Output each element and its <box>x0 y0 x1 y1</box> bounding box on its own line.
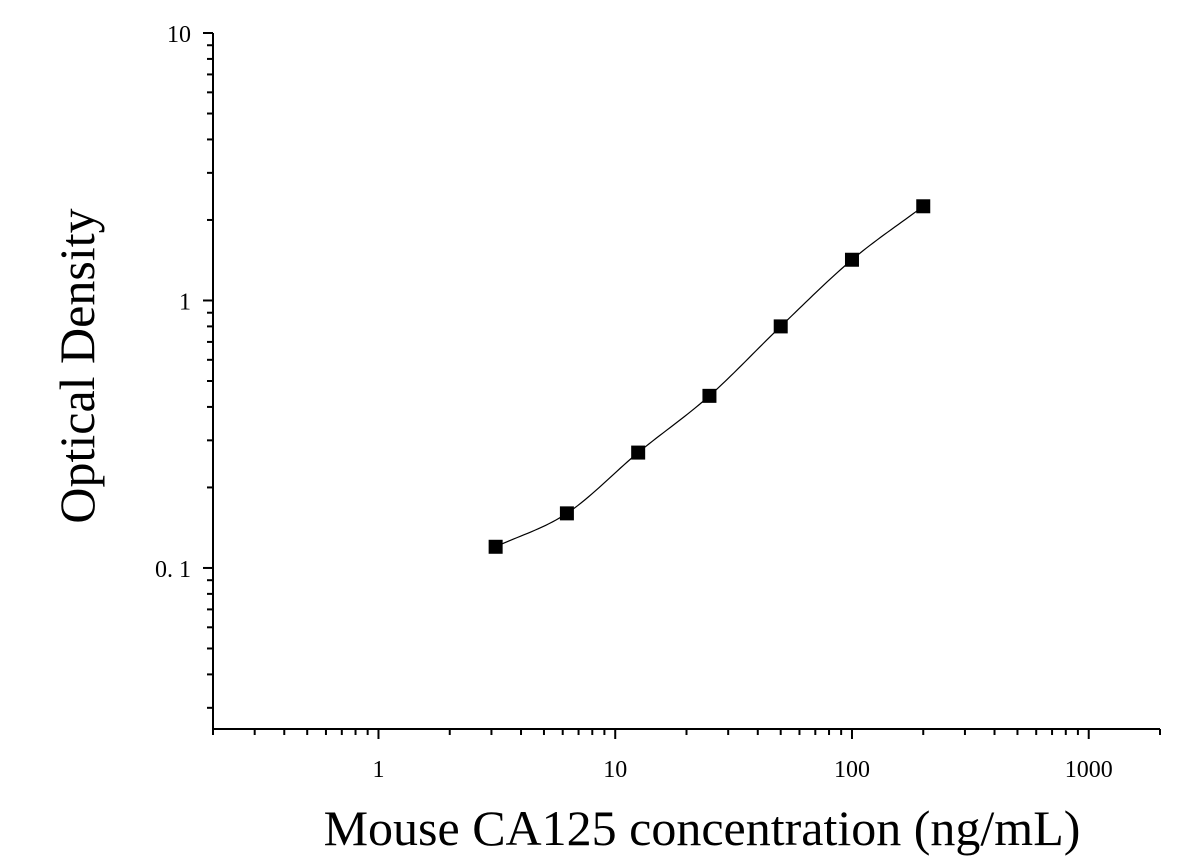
data-point <box>773 319 788 334</box>
data-point <box>559 506 574 521</box>
fit-curve <box>495 205 924 548</box>
data-point <box>702 388 717 403</box>
data-point <box>844 252 859 267</box>
x-tick-label: 1000 <box>1065 757 1113 783</box>
x-tick-label: 100 <box>834 757 870 783</box>
y-axis-title: Optical Density <box>49 208 105 523</box>
axes: 1 10 100 1000 0. 1 1 10 <box>155 22 1161 783</box>
y-tick-label: 10 <box>167 22 191 48</box>
x-tick-label: 1 <box>372 757 384 783</box>
data-point <box>916 199 931 214</box>
fit-curve-layer <box>495 205 924 548</box>
data-point <box>631 445 646 460</box>
data-points-layer <box>488 199 931 554</box>
data-point <box>488 539 503 554</box>
x-axis-ticks: 1 10 100 1000 <box>212 729 1161 783</box>
x-axis-title: Mouse CA125 concentration (ng/mL) <box>324 800 1081 856</box>
y-tick-label: 1 <box>179 289 191 315</box>
y-axis-ticks: 0. 1 1 10 <box>155 22 213 709</box>
y-tick-label: 0. 1 <box>155 557 191 583</box>
x-tick-label: 10 <box>603 757 627 783</box>
